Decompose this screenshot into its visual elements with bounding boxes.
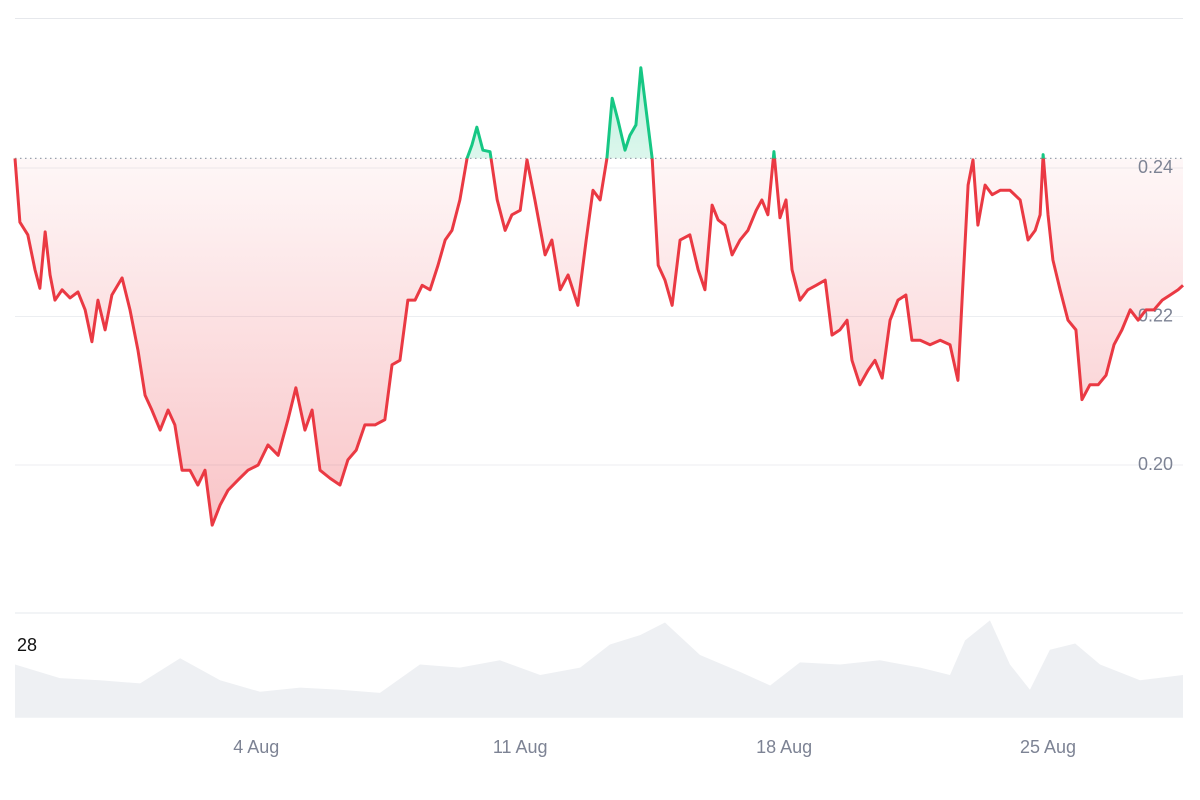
x-tick-label: 25 Aug bbox=[1020, 737, 1076, 757]
y-tick-label: 0.24 bbox=[1138, 157, 1173, 177]
labels: 0.200.220.244 Aug 11 Aug 18 Aug 25 Aug bbox=[233, 157, 1173, 757]
x-tick-label: 11 Aug bbox=[493, 737, 548, 757]
line-layer bbox=[13, 66, 1185, 527]
price-line bbox=[13, 66, 1185, 527]
price-area bbox=[15, 67, 1183, 526]
x-tick-label: 4 Aug bbox=[233, 737, 279, 757]
volume-area bbox=[15, 620, 1183, 717]
x-tick-label: 18 Aug bbox=[756, 737, 812, 757]
annotation: 28 bbox=[17, 635, 37, 655]
volume-layer bbox=[15, 620, 1183, 717]
area-layer bbox=[15, 67, 1183, 526]
y-tick-label: 0.20 bbox=[1138, 454, 1173, 474]
